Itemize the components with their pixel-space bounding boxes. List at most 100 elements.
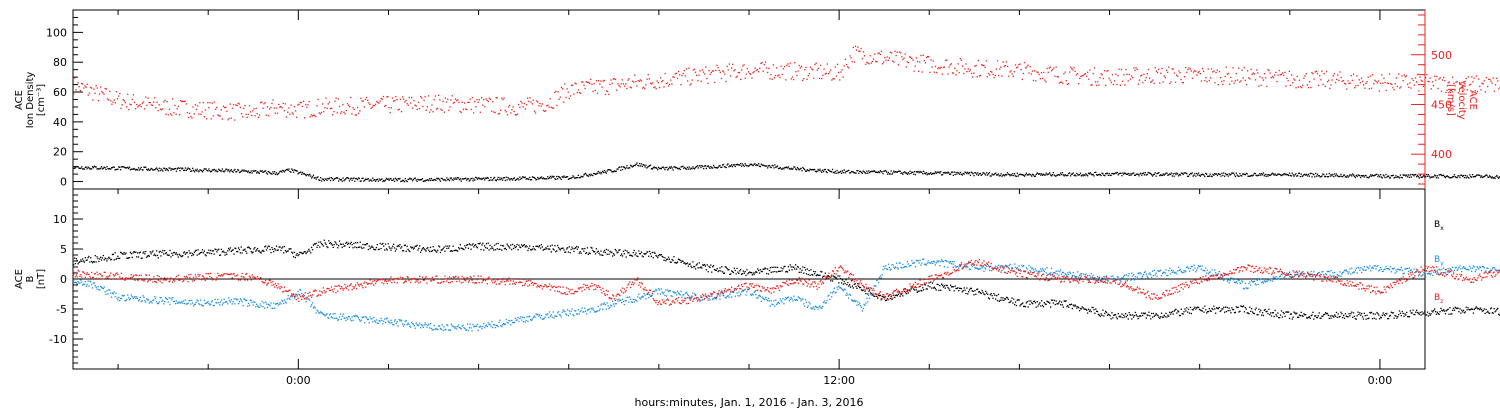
data-point-bx (859, 286, 862, 289)
data-point-bx (82, 258, 84, 260)
data-point-velocity (160, 109, 163, 111)
data-point-velocity (889, 51, 892, 53)
data-point-bx (1031, 302, 1033, 304)
data-point-velocity (960, 59, 963, 61)
data-point-ion-density (1235, 172, 1237, 174)
data-point-ion-density (695, 166, 698, 168)
data-point-bx (953, 290, 955, 292)
data-point-bx (1401, 310, 1403, 313)
data-point-bx (1409, 310, 1411, 312)
data-point-bx (377, 248, 379, 251)
data-point-ion-density (343, 180, 345, 182)
data-point-velocity (358, 112, 360, 114)
data-point-velocity (655, 88, 657, 90)
data-point-ion-density (831, 171, 833, 173)
data-point-velocity (894, 50, 896, 52)
data-point-velocity (826, 63, 828, 65)
data-point-bx (557, 244, 559, 247)
data-point-ion-density (1332, 173, 1334, 176)
data-point-ion-density (1060, 173, 1063, 176)
data-point-ion-density (406, 180, 408, 183)
data-point-ion-density (1194, 172, 1196, 175)
data-point-ion-density (126, 167, 128, 169)
data-point-velocity (1152, 79, 1154, 81)
data-point-velocity (1372, 74, 1374, 76)
data-point-velocity (1316, 72, 1319, 75)
data-point-bx (1222, 308, 1224, 310)
data-point-velocity (1101, 74, 1103, 76)
data-point-bx (1249, 306, 1251, 308)
data-point-velocity (1065, 80, 1067, 82)
data-point-ion-density (1488, 176, 1490, 178)
data-point-bx (1468, 308, 1470, 311)
data-point-ion-density (482, 177, 484, 179)
data-point-bx (839, 275, 841, 277)
data-point-velocity (1248, 77, 1250, 79)
data-point-velocity (1483, 80, 1485, 82)
data-point-ion-density (553, 175, 555, 178)
data-point-ion-density (1078, 174, 1081, 176)
data-point-ion-density (464, 177, 466, 180)
data-point-bx (163, 253, 165, 255)
data-point-ion-density (357, 177, 360, 179)
data-point-ion-density (1302, 175, 1304, 177)
data-point-velocity (416, 108, 418, 111)
data-point-bx (1351, 311, 1353, 313)
data-point-bx (1033, 300, 1036, 302)
data-point-velocity (783, 65, 786, 68)
data-point-bx (180, 255, 182, 257)
data-point-velocity (548, 106, 550, 108)
data-point-bx (1379, 316, 1382, 318)
data-point-bx (633, 249, 635, 252)
data-point-bx (1283, 312, 1285, 315)
data-point-ion-density (119, 166, 121, 168)
data-point-velocity (716, 64, 718, 66)
data-point-bx (923, 289, 925, 291)
data-point-ion-density (998, 175, 1000, 177)
data-point-ion-density (311, 176, 314, 178)
data-point-ion-density (199, 169, 201, 171)
top-left-y-tick-label: 100 (46, 26, 67, 39)
data-point-bx (1479, 308, 1481, 311)
data-point-velocity (1142, 81, 1144, 84)
data-point-bx (1141, 312, 1143, 314)
data-point-velocity (1208, 79, 1210, 82)
data-point-ion-density (1293, 175, 1295, 177)
data-point-bx (837, 275, 839, 277)
data-point-velocity (727, 69, 729, 71)
data-point-velocity (1312, 73, 1314, 75)
data-point-bx (849, 286, 852, 288)
data-point-ion-density (242, 170, 244, 172)
data-point-bx (307, 250, 309, 252)
data-point-velocity (408, 96, 410, 99)
data-point-bx (816, 274, 818, 276)
data-point-bx (258, 250, 260, 252)
data-point-velocity (1417, 73, 1419, 76)
data-point-velocity (362, 100, 364, 102)
data-point-ion-density (1448, 176, 1450, 178)
data-point-bx (948, 288, 950, 290)
data-point-ion-density (1261, 174, 1264, 176)
data-point-ion-density (1365, 175, 1367, 177)
data-point-ion-density (374, 180, 377, 182)
data-point-velocity (400, 111, 403, 113)
data-point-ion-density (959, 171, 962, 174)
data-point-ion-density (1201, 173, 1203, 175)
data-point-bx (414, 245, 416, 247)
data-point-ion-density (1494, 177, 1496, 180)
data-point-bx (242, 249, 244, 251)
data-point-bx (1148, 311, 1150, 313)
data-point-velocity (424, 96, 426, 98)
data-point-ion-density (1159, 174, 1161, 177)
data-point-bx (465, 247, 467, 249)
data-point-ion-density (913, 173, 915, 175)
data-point-ion-density (813, 169, 815, 171)
data-point-bx (122, 253, 124, 255)
data-point-velocity (1186, 71, 1188, 73)
data-point-bx (734, 269, 736, 272)
data-point-bx (695, 264, 698, 266)
data-point-velocity (900, 52, 902, 54)
data-point-velocity (820, 64, 822, 67)
data-point-ion-density (1251, 174, 1253, 177)
data-point-bx (1124, 313, 1127, 315)
